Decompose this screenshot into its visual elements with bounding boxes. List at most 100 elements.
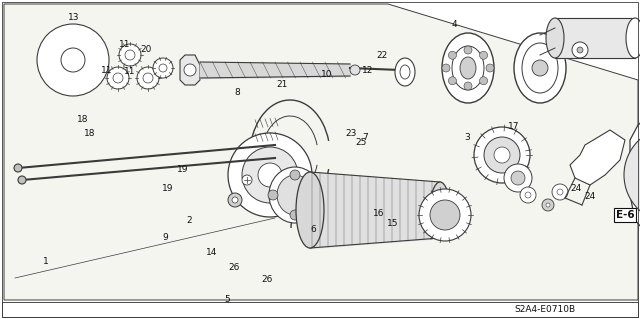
Text: 24: 24 [584,192,596,201]
Text: 4: 4 [452,20,457,29]
Text: 23: 23 [345,130,356,138]
Circle shape [464,46,472,54]
Text: 1: 1 [44,257,49,266]
Text: 11: 11 [101,66,113,75]
Circle shape [137,67,159,89]
Circle shape [184,64,196,76]
Ellipse shape [460,57,476,79]
Polygon shape [180,55,200,85]
Circle shape [419,189,471,241]
Text: 6: 6 [311,225,316,234]
Text: E-6: E-6 [616,210,634,220]
Circle shape [242,175,252,185]
Circle shape [159,64,167,72]
Text: 26: 26 [262,275,273,284]
Circle shape [532,60,548,76]
Circle shape [552,184,568,200]
Ellipse shape [522,43,558,93]
Text: 15: 15 [387,219,398,228]
Ellipse shape [430,182,450,238]
Text: 5: 5 [225,295,230,304]
Ellipse shape [626,18,640,58]
Text: 18: 18 [84,130,95,138]
Circle shape [479,77,488,85]
Circle shape [290,170,300,180]
Text: 11: 11 [119,40,131,48]
Text: 26: 26 [228,263,239,272]
Circle shape [624,127,640,223]
Circle shape [542,199,554,211]
Text: 9: 9 [163,233,168,242]
Circle shape [484,137,520,173]
Text: 12: 12 [362,66,374,75]
Circle shape [486,64,494,72]
Circle shape [350,65,360,75]
Circle shape [242,147,298,203]
Ellipse shape [296,172,324,248]
Circle shape [494,147,510,163]
Circle shape [577,47,583,53]
Circle shape [520,187,536,203]
Text: 18: 18 [77,115,89,124]
Circle shape [119,44,141,66]
Circle shape [572,42,588,58]
Text: 7: 7 [362,133,367,142]
Circle shape [228,193,242,207]
Circle shape [268,190,278,200]
Ellipse shape [546,18,564,58]
Circle shape [153,58,173,78]
Text: 21: 21 [276,80,287,89]
Circle shape [442,64,450,72]
Circle shape [125,50,135,60]
Text: 8: 8 [234,88,239,97]
Circle shape [511,171,525,185]
Circle shape [464,82,472,90]
Text: 19: 19 [177,165,188,174]
Polygon shape [570,130,625,185]
Circle shape [61,48,85,72]
Text: 2: 2 [186,216,191,225]
Polygon shape [4,4,638,300]
Circle shape [143,73,153,83]
Ellipse shape [514,33,566,103]
Circle shape [258,163,282,187]
Circle shape [232,197,238,203]
Text: 3: 3 [465,133,470,142]
Text: 11: 11 [124,67,135,76]
Circle shape [107,67,129,89]
Circle shape [312,190,322,200]
Circle shape [557,189,563,195]
Circle shape [449,51,456,59]
Circle shape [430,200,460,230]
Circle shape [525,192,531,198]
Text: 19: 19 [162,184,173,193]
Circle shape [18,176,26,184]
Circle shape [113,73,123,83]
Ellipse shape [442,33,494,103]
Text: 13: 13 [68,13,79,22]
Ellipse shape [400,65,410,79]
Ellipse shape [452,46,484,90]
Circle shape [546,203,550,207]
Bar [2,302,638,317]
Circle shape [290,210,300,220]
Text: 10: 10 [321,70,332,79]
Circle shape [504,164,532,192]
Circle shape [479,51,488,59]
Polygon shape [630,108,640,238]
Circle shape [474,127,530,183]
Text: 17: 17 [508,122,520,130]
Circle shape [37,24,109,96]
Ellipse shape [277,175,313,215]
Text: 24: 24 [570,184,582,193]
Text: 14: 14 [205,248,217,256]
Ellipse shape [269,167,321,223]
Circle shape [14,164,22,172]
Text: S2A4-E0710B: S2A4-E0710B [515,306,575,315]
Circle shape [228,133,312,217]
Ellipse shape [395,58,415,86]
Text: 25: 25 [355,138,367,147]
Text: 22: 22 [376,51,388,60]
Circle shape [449,77,456,85]
Text: 16: 16 [373,209,385,218]
